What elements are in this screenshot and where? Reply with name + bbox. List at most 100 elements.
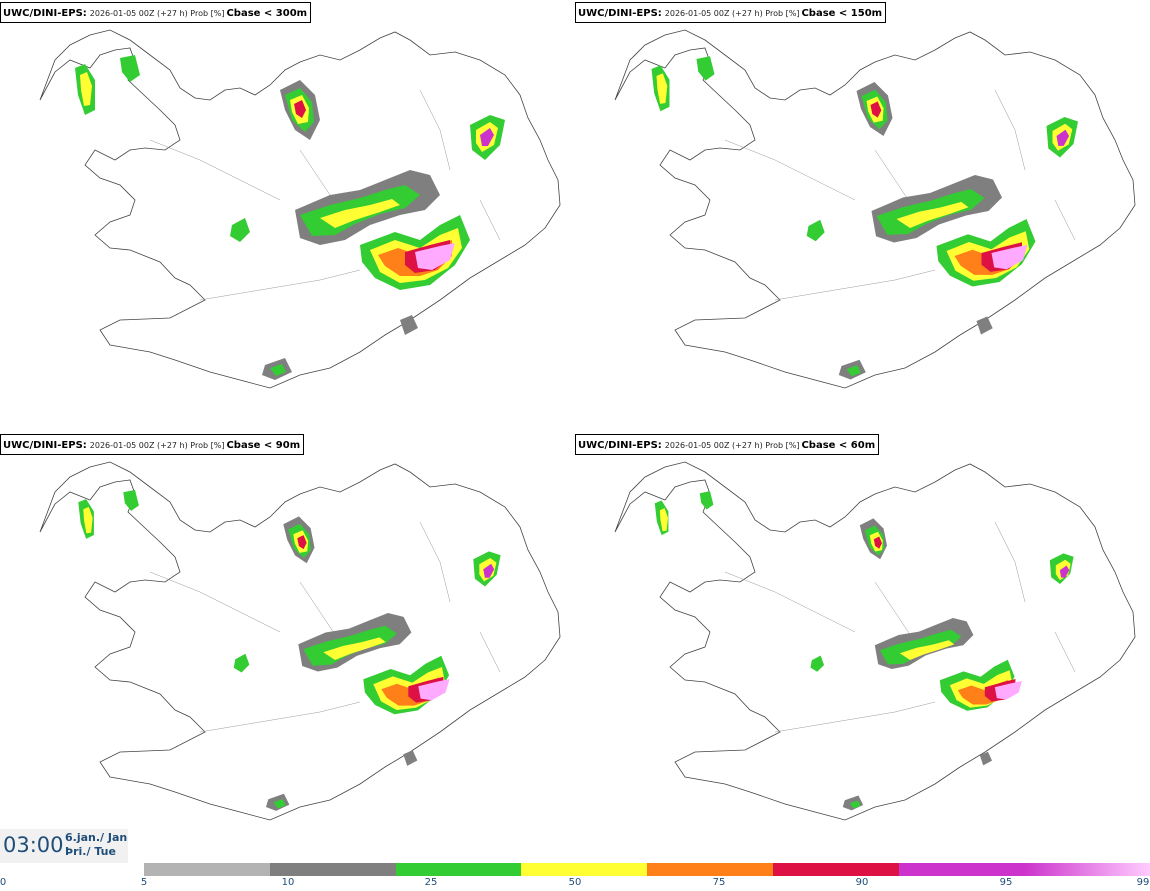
colorbar-segment [144, 863, 270, 876]
run-info: 2026-01-05 00Z (+27 h) Prob [%] [89, 9, 225, 18]
colorbar-segment [269, 863, 396, 876]
map-panel-90m: UWC/DINI-EPS: 2026-01-05 00Z (+27 h) Prob… [0, 432, 575, 864]
probability-area [896, 201, 969, 228]
coastline [614, 461, 1136, 821]
boundary-line [149, 571, 281, 633]
probability-area [870, 101, 882, 118]
probability-area [294, 100, 306, 118]
model-name: UWC/DINI-EPS [3, 8, 83, 19]
probability-area [483, 563, 495, 578]
probability-area [846, 365, 861, 377]
map-panel-60m: UWC/DINI-EPS: 2026-01-05 00Z (+27 h) Prob… [575, 432, 1150, 864]
colorbar-segment [647, 863, 773, 876]
probability-area [123, 489, 139, 511]
probability-area [270, 364, 286, 376]
probability-area [323, 637, 386, 660]
model-name: UWC/DINI-EPS [578, 440, 658, 451]
probability-area [810, 655, 825, 672]
probability-area [699, 491, 714, 510]
boundary-line [199, 701, 361, 733]
colorbar-tick-label: 50 [568, 877, 582, 888]
boundary-line [774, 269, 936, 301]
colorbar-tick-label: 5 [140, 877, 148, 888]
threshold-label: Cbase < 150m [801, 8, 883, 19]
probability-area [400, 315, 418, 335]
iceland-map [39, 461, 561, 821]
probability-area [480, 128, 494, 146]
iceland-map [39, 29, 561, 389]
boundary-line [199, 269, 361, 301]
probability-area [979, 751, 993, 766]
threshold-label: Cbase < 60m [801, 440, 876, 451]
colorbar-segment [898, 863, 1025, 876]
boundary-line [724, 571, 856, 633]
boundary-line [419, 521, 451, 603]
model-name: UWC/DINI-EPS [578, 8, 658, 19]
boundary-line [774, 701, 936, 733]
colorbar-tick-label: 25 [424, 877, 438, 888]
probability-area [849, 800, 861, 809]
probability-area [806, 219, 825, 242]
colorbar-tick-label: 10 [281, 877, 295, 888]
boundary-line [479, 631, 501, 673]
probability-area [403, 750, 418, 766]
colorbar-tick-label: 90 [855, 877, 869, 888]
probability-area [415, 243, 455, 270]
run-info: 2026-01-05 00Z (+27 h) Prob [%] [664, 441, 800, 450]
probability-area [230, 218, 250, 242]
iceland-map [614, 461, 1136, 821]
valid-time-box: 03:00 6.jan./ Jan Þri./ Tue [0, 829, 128, 863]
probability-area [1059, 565, 1070, 578]
probability-area [120, 55, 140, 82]
boundary-line [1054, 631, 1076, 673]
threshold-label: Cbase < 300m [226, 8, 308, 19]
panel-header: UWC/DINI-EPS: 2026-01-05 00Z (+27 h) Prob… [0, 434, 305, 455]
probability-area [991, 244, 1028, 270]
probability-area [233, 653, 250, 673]
probability-area [80, 72, 92, 106]
colorbar-segment [1024, 863, 1150, 876]
boundary-line [994, 89, 1026, 171]
probability-area [873, 536, 882, 549]
colorbar-tick-label: 75 [712, 877, 726, 888]
iceland-map [614, 29, 1136, 389]
panel-header: UWC/DINI-EPS: 2026-01-05 00Z (+27 h) Prob… [0, 2, 312, 23]
model-name: UWC/DINI-EPS [3, 440, 83, 451]
probability-area [696, 56, 715, 81]
boundary-line [1054, 199, 1076, 241]
colorbar-segment [521, 863, 647, 876]
colorbar-segment [772, 863, 899, 876]
valid-date-line2: Þri./ Tue [65, 845, 116, 858]
colorbar-tick-label: 99 [1136, 877, 1150, 888]
panel-header: UWC/DINI-EPS: 2026-01-05 00Z (+27 h) Prob… [575, 434, 880, 455]
probability-area [1056, 129, 1070, 146]
boundary-line [724, 139, 856, 201]
valid-date: 6.jan./ Jan Þri./ Tue [65, 831, 127, 859]
boundary-line [479, 199, 501, 241]
threshold-label: Cbase < 90m [226, 440, 301, 451]
colorbar-segment [395, 863, 522, 876]
probability-area [320, 199, 400, 228]
map-panel-300m: UWC/DINI-EPS: 2026-01-05 00Z (+27 h) Prob… [0, 0, 575, 432]
probability-area [899, 640, 955, 660]
run-info: 2026-01-05 00Z (+27 h) Prob [%] [89, 441, 225, 450]
probability-colorbar [144, 863, 1150, 876]
probability-area [659, 508, 668, 532]
probability-area [83, 506, 93, 534]
colorbar-tick-label: 0 [0, 877, 7, 888]
panel-header: UWC/DINI-EPS: 2026-01-05 00Z (+27 h) Prob… [575, 2, 887, 23]
coastline [614, 29, 1136, 389]
probability-area [656, 73, 668, 104]
valid-time-clock: 03:00 [3, 833, 64, 857]
boundary-line [874, 581, 916, 643]
probability-area [273, 799, 286, 809]
colorbar-tick-label: 95 [999, 877, 1013, 888]
boundary-line [994, 521, 1026, 603]
map-panel-150m: UWC/DINI-EPS: 2026-01-05 00Z (+27 h) Prob… [575, 0, 1150, 432]
boundary-line [149, 139, 281, 201]
boundary-line [419, 89, 451, 171]
run-info: 2026-01-05 00Z (+27 h) Prob [%] [664, 9, 800, 18]
probability-area [297, 535, 307, 550]
probability-area [418, 679, 450, 701]
probability-area [976, 316, 993, 335]
